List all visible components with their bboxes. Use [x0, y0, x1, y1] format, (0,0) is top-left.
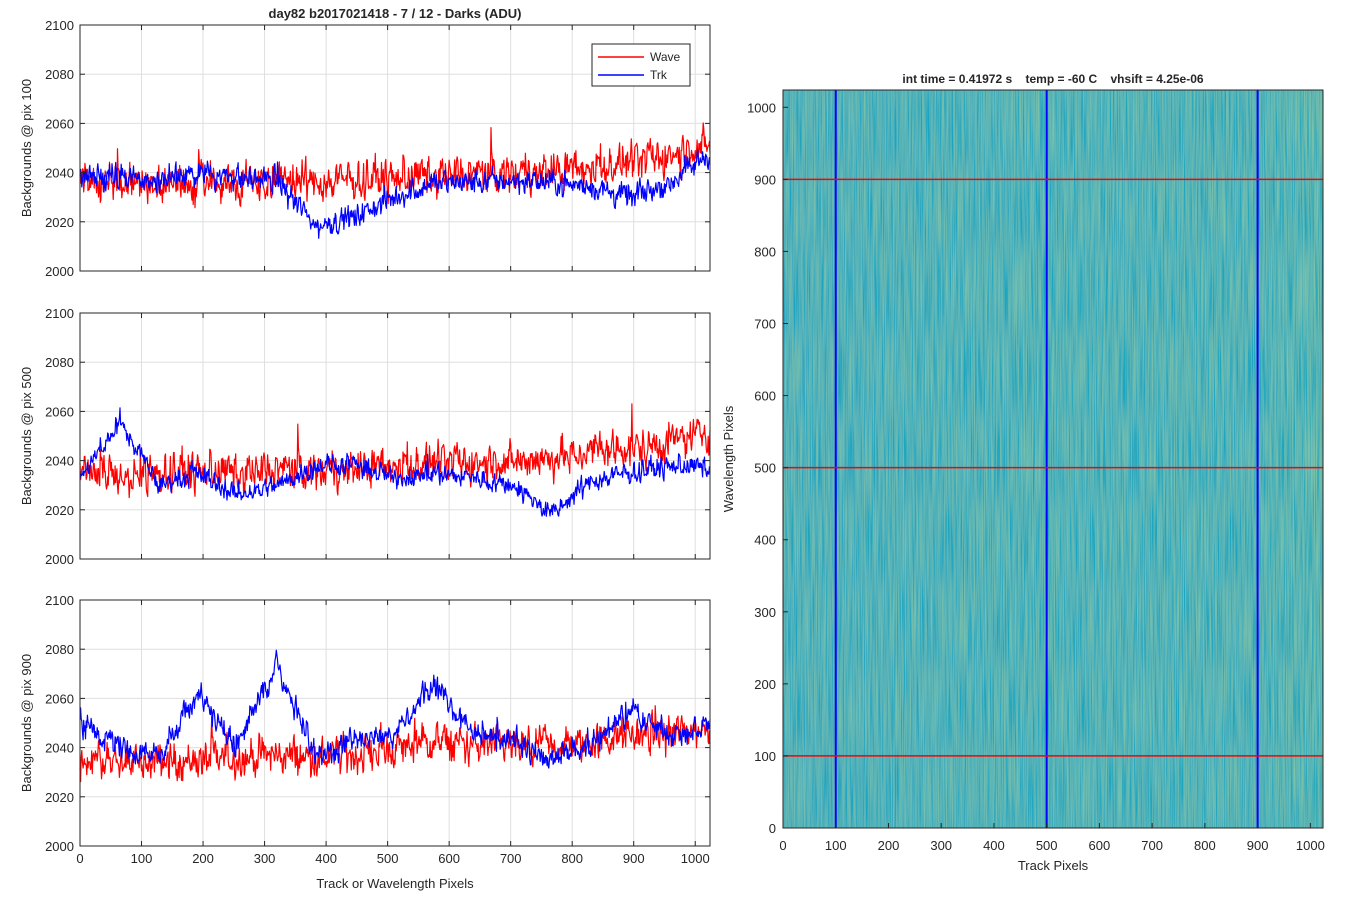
x-tick-label: 0 [76, 851, 83, 866]
x-tick-label: 500 [1036, 838, 1058, 853]
y-tick-label: 2100 [45, 18, 74, 33]
x-tick-label: 100 [825, 838, 847, 853]
y-tick-label: 2100 [45, 306, 74, 321]
x-tick-label: 400 [315, 851, 337, 866]
y-tick-label: 600 [754, 389, 776, 404]
x-tick-label: 600 [438, 851, 460, 866]
x-tick-label: 0 [779, 838, 786, 853]
series-line-trk [79, 149, 711, 239]
plot-area [80, 313, 710, 559]
x-tick-label: 300 [254, 851, 276, 866]
x-tick-label: 300 [930, 838, 952, 853]
series-line-wave [79, 705, 711, 783]
line-panel-pix-100: 2000 2020 2040 2060 2080 2100 Backgrounds @ pi… [19, 18, 711, 279]
y-tick-label: 2020 [45, 215, 74, 230]
y-tick-label: 2060 [45, 116, 74, 131]
y-tick-label: 2080 [45, 355, 74, 370]
y-tick-label: 1000 [747, 100, 776, 115]
axes-box [79, 24, 711, 272]
y-tick-label: 2100 [45, 593, 74, 608]
y-tick-label: 100 [754, 749, 776, 764]
axes-box [79, 312, 711, 560]
axes-box [782, 89, 1324, 829]
y-tick-label: 2040 [45, 166, 74, 181]
y-axis-label: Backgrounds @ pix 900 [19, 654, 34, 792]
y-axis-label: Backgrounds @ pix 100 [19, 79, 34, 217]
series-line-trk [79, 407, 711, 517]
x-tick-label: 1000 [1296, 838, 1325, 853]
y-tick-label: 800 [754, 244, 776, 259]
series-line-wave [79, 122, 711, 209]
legend-label: Wave [650, 50, 681, 64]
y-tick-label: 2080 [45, 67, 74, 82]
axes-box [79, 599, 711, 847]
y-tick-label: 900 [754, 172, 776, 187]
y-tick-label: 2020 [45, 790, 74, 805]
y-tick-label: 200 [754, 677, 776, 692]
x-tick-label: 600 [1089, 838, 1111, 853]
y-tick-label: 2040 [45, 454, 74, 469]
y-tick-label: 0 [769, 821, 776, 836]
x-tick-label: 900 [623, 851, 645, 866]
plot-area [80, 600, 710, 846]
x-axis-label: Track Pixels [1018, 858, 1089, 873]
x-axis-label: Track or Wavelength Pixels [316, 876, 474, 891]
y-tick-label: 2000 [45, 839, 74, 854]
y-axis-label: Backgrounds @ pix 500 [19, 367, 34, 505]
y-tick-label: 500 [754, 461, 776, 476]
legend-label: Trk [650, 68, 668, 82]
legend-box [591, 43, 691, 87]
y-tick-label: 300 [754, 605, 776, 620]
y-tick-label: 2080 [45, 642, 74, 657]
x-tick-label: 200 [192, 851, 214, 866]
y-tick-label: 2060 [45, 404, 74, 419]
heatmap-panel: 0 100 200 300 400 500 600 700 800 900 1000 0 100 200 3… [721, 72, 1325, 873]
y-axis-label: Wavelength Pixels [721, 405, 736, 512]
y-tick-label: 400 [754, 533, 776, 548]
series-line-wave [79, 403, 711, 499]
figure-suptitle: day82 b2017021418 - 7 / 12 - Darks (ADU) [269, 6, 522, 21]
x-tick-label: 100 [131, 851, 153, 866]
line-panel-pix-500: 2000 2020 2040 2060 2080 2100 Backgrounds @ pi… [19, 306, 711, 567]
y-tick-label: 2040 [45, 741, 74, 756]
series-line-trk [79, 649, 711, 769]
x-tick-label: 900 [1247, 838, 1269, 853]
heatmap-texture [783, 90, 1323, 828]
y-tick-label: 2000 [45, 264, 74, 279]
x-tick-label: 200 [878, 838, 900, 853]
legend: Wave Trk [591, 43, 691, 87]
y-tick-label: 2000 [45, 552, 74, 567]
x-tick-label: 400 [983, 838, 1005, 853]
x-tick-label: 700 [500, 851, 522, 866]
heatmap-title: int time = 0.41972 s temp = -60 C vhsift… [902, 72, 1203, 86]
y-tick-label: 2020 [45, 503, 74, 518]
x-tick-label: 800 [1194, 838, 1216, 853]
line-panel-pix-900: 0 100 200 300 400 500 600 700 800 900 1000 2000 2020… [19, 593, 711, 891]
x-tick-label: 500 [377, 851, 399, 866]
x-tick-label: 800 [561, 851, 583, 866]
x-tick-label: 1000 [681, 851, 710, 866]
y-tick-label: 2060 [45, 691, 74, 706]
x-tick-label: 700 [1141, 838, 1163, 853]
y-tick-label: 700 [754, 317, 776, 332]
